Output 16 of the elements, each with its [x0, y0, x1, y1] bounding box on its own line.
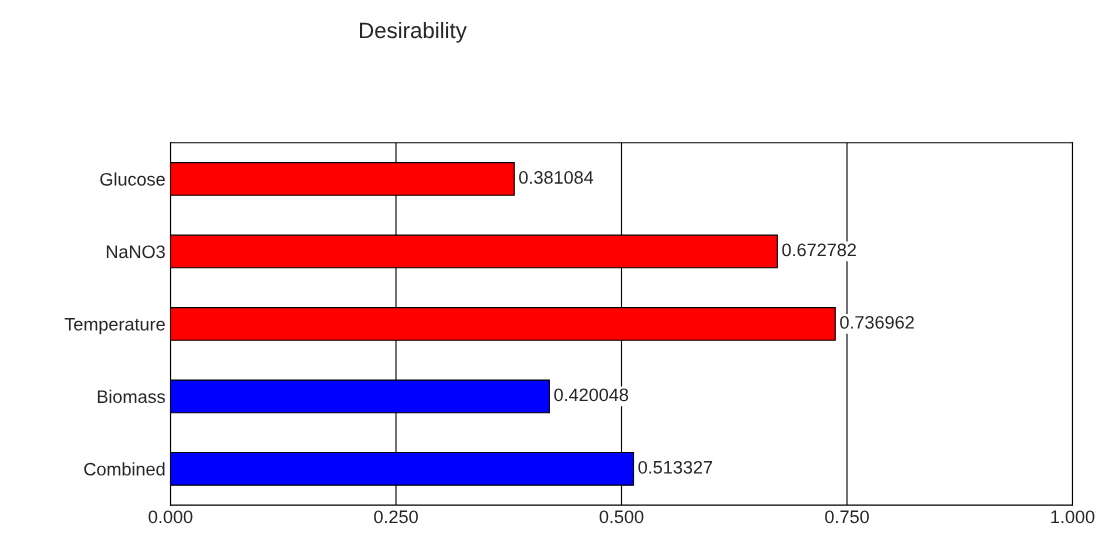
chart-title: Desirability	[359, 21, 467, 43]
y-tick-label: Temperature	[64, 318, 165, 335]
data-label: 0.672782	[782, 243, 856, 257]
data-label: 0.420048	[554, 388, 629, 402]
data-label: 0.513327	[638, 460, 713, 474]
data-label: 0.736962	[840, 315, 914, 329]
x-tick-label: 0.750	[825, 510, 869, 524]
y-tick-label: NaNO3	[106, 245, 165, 259]
y-tick-label: Biomass	[97, 389, 165, 404]
x-tick-label: 0.000	[148, 510, 193, 524]
x-tick-label: 0.500	[599, 510, 644, 524]
y-tick-label: Glucose	[100, 172, 165, 186]
x-tick-label: 1.000	[1051, 510, 1095, 524]
x-tick-label: 0.250	[374, 510, 418, 524]
y-tick-label: Combined	[84, 462, 165, 476]
data-label: 0.381084	[519, 171, 594, 184]
